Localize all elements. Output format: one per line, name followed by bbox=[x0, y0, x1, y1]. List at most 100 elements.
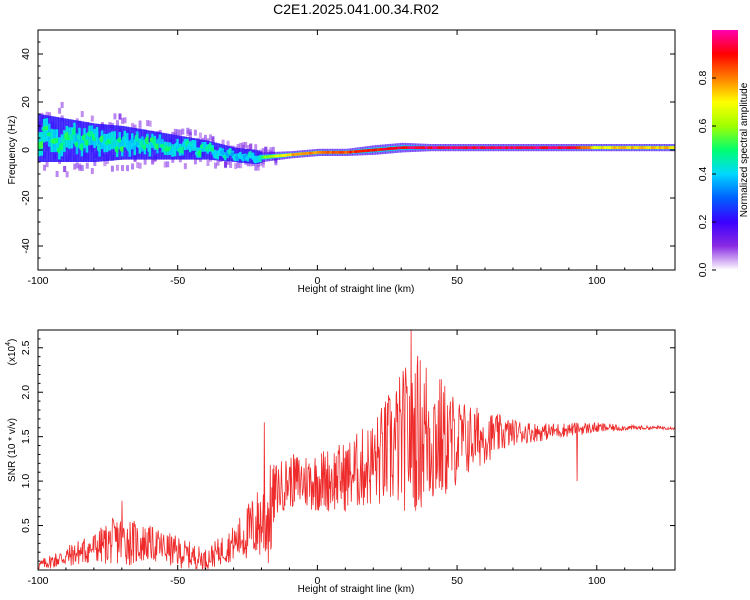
heatmap-cell bbox=[93, 159, 97, 166]
heatmap-cell bbox=[181, 128, 185, 135]
heatmap-cell bbox=[103, 160, 107, 167]
heatmap-cell bbox=[73, 163, 77, 170]
snr-y-tick-label: 2.0 bbox=[20, 385, 32, 400]
heatmap-cell bbox=[138, 162, 142, 169]
heatmap-cell bbox=[166, 161, 170, 168]
heatmap-cell bbox=[206, 160, 210, 167]
colorbar: 0.0 0.2 0.4 0.6 0.8 Normalized spectral ampl… bbox=[697, 30, 750, 277]
snr-border bbox=[37, 329, 676, 571]
spectrogram-panel: -100 -50 0 50 100 -40 -20 0 20 40 Height of stra… bbox=[7, 29, 676, 295]
heatmap-cell bbox=[143, 158, 147, 165]
heatmap-cell bbox=[115, 164, 119, 171]
heatmap-cell bbox=[45, 111, 49, 118]
colorbar-label: Normalized spectral amplitude bbox=[739, 82, 750, 217]
spectrogram-y-tick-label: -20 bbox=[20, 190, 32, 205]
heatmap-cell bbox=[211, 137, 215, 144]
snr-frame bbox=[38, 330, 675, 570]
figure-title: C2E1.2025.041.00.34.R02 bbox=[273, 1, 439, 17]
heatmap-cell bbox=[43, 164, 47, 171]
heatmap-cell bbox=[236, 144, 240, 151]
heatmap-cell bbox=[90, 168, 94, 175]
snr-series-line bbox=[38, 330, 675, 570]
heatmap-cell bbox=[63, 165, 67, 172]
heatmap-cell bbox=[115, 120, 119, 127]
heatmap-cell bbox=[151, 157, 155, 164]
heatmap-cell bbox=[110, 165, 114, 172]
heatmap-cell bbox=[226, 158, 230, 165]
heatmap-cell bbox=[171, 156, 175, 163]
colorbar-tick-label: 0.2 bbox=[697, 215, 709, 230]
heatmap-cell bbox=[131, 122, 135, 129]
heatmap-cell bbox=[241, 142, 245, 149]
heatmap-cell bbox=[254, 144, 258, 151]
heatmap-cell bbox=[261, 148, 265, 155]
heatmap-cell bbox=[271, 146, 275, 153]
heatmap-cell bbox=[221, 139, 225, 146]
heatmap-cell bbox=[113, 113, 117, 120]
spectrogram-y-label: Frequency (Hz) bbox=[7, 116, 18, 185]
snr-y-ticks: 0.5 1.0 1.5 2.0 2.5 bbox=[20, 338, 675, 562]
heatmap-cell bbox=[234, 163, 238, 170]
heatmap-cell bbox=[45, 161, 49, 168]
snr-y-tick-label: 0.5 bbox=[20, 518, 32, 533]
heatmap-cell bbox=[216, 159, 220, 166]
heatmap-cell bbox=[133, 124, 137, 131]
snr-scale-prefix: (x10 bbox=[7, 345, 18, 365]
colorbar-tick-label: 0.0 bbox=[697, 263, 709, 278]
spectrogram-heatmap bbox=[38, 101, 675, 178]
snr-x-ticks: -100 -50 0 50 100 bbox=[27, 330, 654, 587]
heatmap-cell bbox=[123, 117, 127, 124]
heatmap-cell bbox=[138, 120, 142, 127]
spectrogram-x-tick-label: 100 bbox=[588, 275, 606, 287]
heatmap-cell bbox=[120, 165, 124, 172]
heatmap-core bbox=[673, 146, 675, 150]
spectrogram-x-tick-label: -50 bbox=[170, 275, 185, 287]
heatmap-cell bbox=[148, 120, 152, 127]
snr-x-tick-label: 100 bbox=[588, 575, 606, 587]
heatmap-cell bbox=[80, 164, 84, 171]
colorbar-tick-label: 0.6 bbox=[697, 119, 709, 134]
heatmap-cell bbox=[254, 164, 258, 171]
heatmap-cell bbox=[178, 129, 182, 136]
spectrogram-x-tick-label: 0 bbox=[314, 275, 320, 287]
spectrogram-y-tick-label: 0 bbox=[20, 147, 32, 153]
colorbar-gradient bbox=[712, 30, 738, 270]
heatmap-cell bbox=[208, 134, 212, 141]
spectrogram-x-tick-label: 50 bbox=[451, 275, 463, 287]
heatmap-cell bbox=[269, 147, 273, 154]
snr-x-tick-label: 0 bbox=[314, 575, 320, 587]
snr-y-tick-label: 2.5 bbox=[20, 340, 32, 355]
heatmap-cell bbox=[193, 129, 197, 136]
snr-scale-exponent: 4 bbox=[5, 342, 12, 346]
heatmap-cell bbox=[183, 163, 187, 170]
heatmap-cell bbox=[78, 163, 82, 170]
snr-scale-suffix: ) bbox=[7, 339, 18, 342]
heatmap-cell bbox=[249, 143, 253, 150]
snr-x-tick-label: -50 bbox=[170, 575, 185, 587]
spectrogram-x-label: Height of straight line (km) bbox=[298, 284, 415, 295]
colorbar-tick-label: 0.4 bbox=[697, 167, 709, 182]
heatmap-cell bbox=[118, 113, 122, 120]
heatmap-cell bbox=[80, 111, 84, 118]
colorbar-ticks: 0.0 0.2 0.4 0.6 0.8 bbox=[697, 71, 716, 278]
heatmap-cell bbox=[198, 132, 202, 139]
heatmap-cell bbox=[193, 158, 197, 165]
heatmap-cell bbox=[146, 120, 150, 127]
snr-y-label: SNR (10 * v/v) bbox=[7, 418, 18, 482]
heatmap-cell bbox=[261, 161, 265, 168]
heatmap-cell bbox=[214, 162, 218, 169]
heatmap-cell bbox=[246, 144, 250, 151]
heatmap-cell bbox=[244, 141, 248, 148]
snr-panel: -100 -50 0 50 100 0.5 1.0 1.5 2.0 2.5 Height of … bbox=[5, 329, 676, 595]
heatmap-cell bbox=[173, 128, 177, 135]
snr-y-tick-label: 1.0 bbox=[20, 474, 32, 489]
svg-text:(x104): (x104) bbox=[5, 339, 18, 366]
heatmap-cell bbox=[224, 161, 228, 168]
heatmap-cell bbox=[239, 162, 243, 169]
spectrogram-y-tick-label: 40 bbox=[20, 48, 32, 60]
heatmap-cell bbox=[131, 163, 135, 170]
snr-x-label: Height of straight line (km) bbox=[298, 584, 415, 595]
heatmap-cell bbox=[60, 101, 64, 108]
heatmap-cell bbox=[85, 162, 89, 169]
